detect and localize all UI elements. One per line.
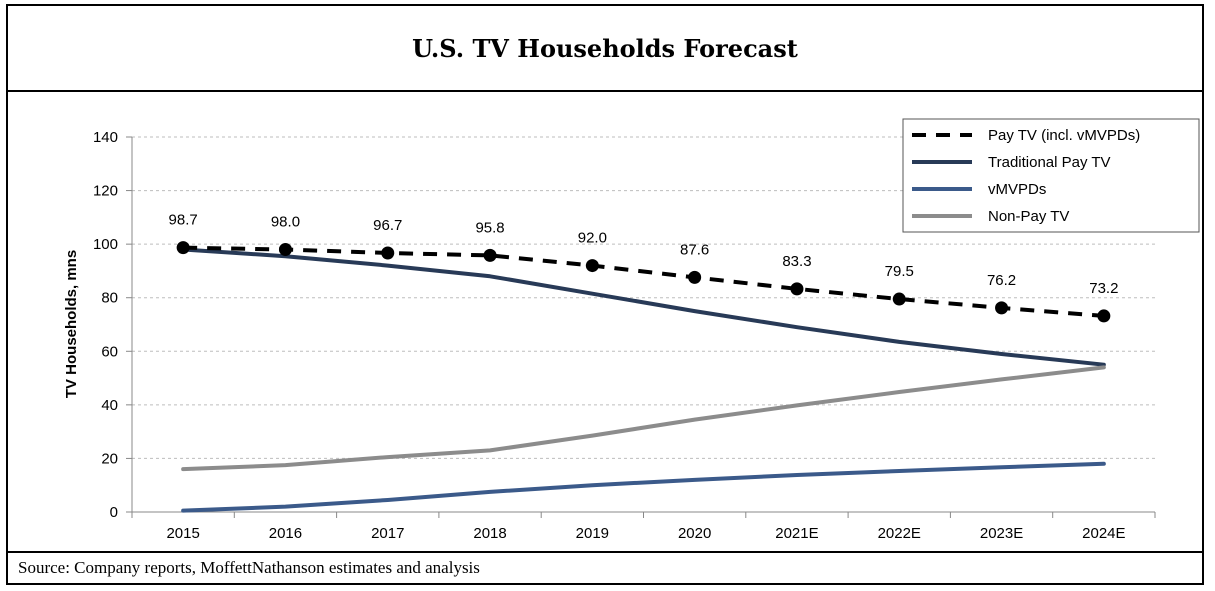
data-label: 87.6: [680, 241, 709, 258]
y-tick-label: 120: [93, 183, 118, 200]
pay-tv-point: [688, 270, 702, 284]
y-tick-label: 100: [93, 236, 118, 253]
data-label: 83.3: [782, 253, 811, 270]
y-tick-label: 0: [110, 504, 118, 521]
pay-tv-point: [585, 259, 599, 273]
title-bar: U.S. TV Households Forecast: [8, 6, 1202, 92]
series-line-traditional-pay-tv: [181, 247, 1106, 367]
legend-label: Pay TV (incl. vMVPDs): [988, 127, 1140, 144]
x-tick-label: 2018: [473, 525, 506, 542]
series-lines: [181, 245, 1106, 513]
x-tick-label: 2017: [371, 525, 404, 542]
series-line-vmvpds: [181, 461, 1106, 513]
pay-tv-point: [790, 282, 804, 296]
pay-tv-point: [892, 292, 906, 306]
x-tick-label: 2020: [678, 525, 711, 542]
data-label: 73.2: [1089, 280, 1118, 297]
pay-tv-point: [995, 301, 1009, 315]
y-tick-label: 20: [101, 450, 118, 467]
legend: Pay TV (incl. vMVPDs) Traditional Pay TV v…: [902, 118, 1200, 233]
chart-title: U.S. TV Households Forecast: [412, 33, 798, 63]
data-label: 96.7: [373, 217, 402, 234]
x-tick-label: 2015: [166, 525, 199, 542]
legend-label: Non-Pay TV: [988, 208, 1069, 225]
data-label: 76.2: [987, 272, 1016, 289]
y-tick-label: 40: [101, 397, 118, 414]
pay-tv-point: [381, 246, 395, 260]
legend-label: vMVPDs: [988, 181, 1046, 198]
y-tick-label: 60: [101, 343, 118, 360]
source-note: Source: Company reports, MoffettNathanso…: [8, 551, 1202, 583]
x-tick-label: 2024E: [1082, 525, 1125, 542]
data-label: 98.0: [271, 214, 300, 231]
y-axis-label: TV Households, mns: [63, 250, 80, 398]
pay-tv-point: [1097, 309, 1111, 323]
pay-tv-point: [278, 243, 292, 256]
series-line-non-pay-tv: [181, 365, 1106, 472]
x-tick-label: 2016: [269, 525, 302, 542]
pay-tv-point: [176, 241, 190, 255]
y-tick-label: 80: [101, 290, 118, 307]
legend-label: Traditional Pay TV: [988, 154, 1111, 171]
y-tick-label: 140: [93, 129, 118, 146]
data-label: 92.0: [578, 230, 607, 247]
x-tick-label: 2019: [576, 525, 609, 542]
data-markers: [176, 241, 1111, 323]
data-label: 95.8: [475, 219, 504, 236]
legend-box: [902, 118, 1200, 233]
x-tick-label: 2023E: [980, 525, 1023, 542]
x-tick-label: 2021E: [775, 525, 818, 542]
series-line-pay-tv-incl-vmvpds: [183, 245, 1105, 318]
axes: 0 20 40 60 80 100 120 140 2015 2016 2017 2018 2019 20…: [93, 129, 1156, 542]
pay-tv-point: [483, 248, 497, 262]
data-label: 79.5: [885, 263, 914, 280]
data-label: 98.7: [169, 212, 198, 229]
data-labels: 98.7 98.0 96.7 95.8 92.0 87.6 83.3 79.5 76.2 73.2: [169, 212, 1119, 297]
x-tick-label: 2022E: [878, 525, 921, 542]
